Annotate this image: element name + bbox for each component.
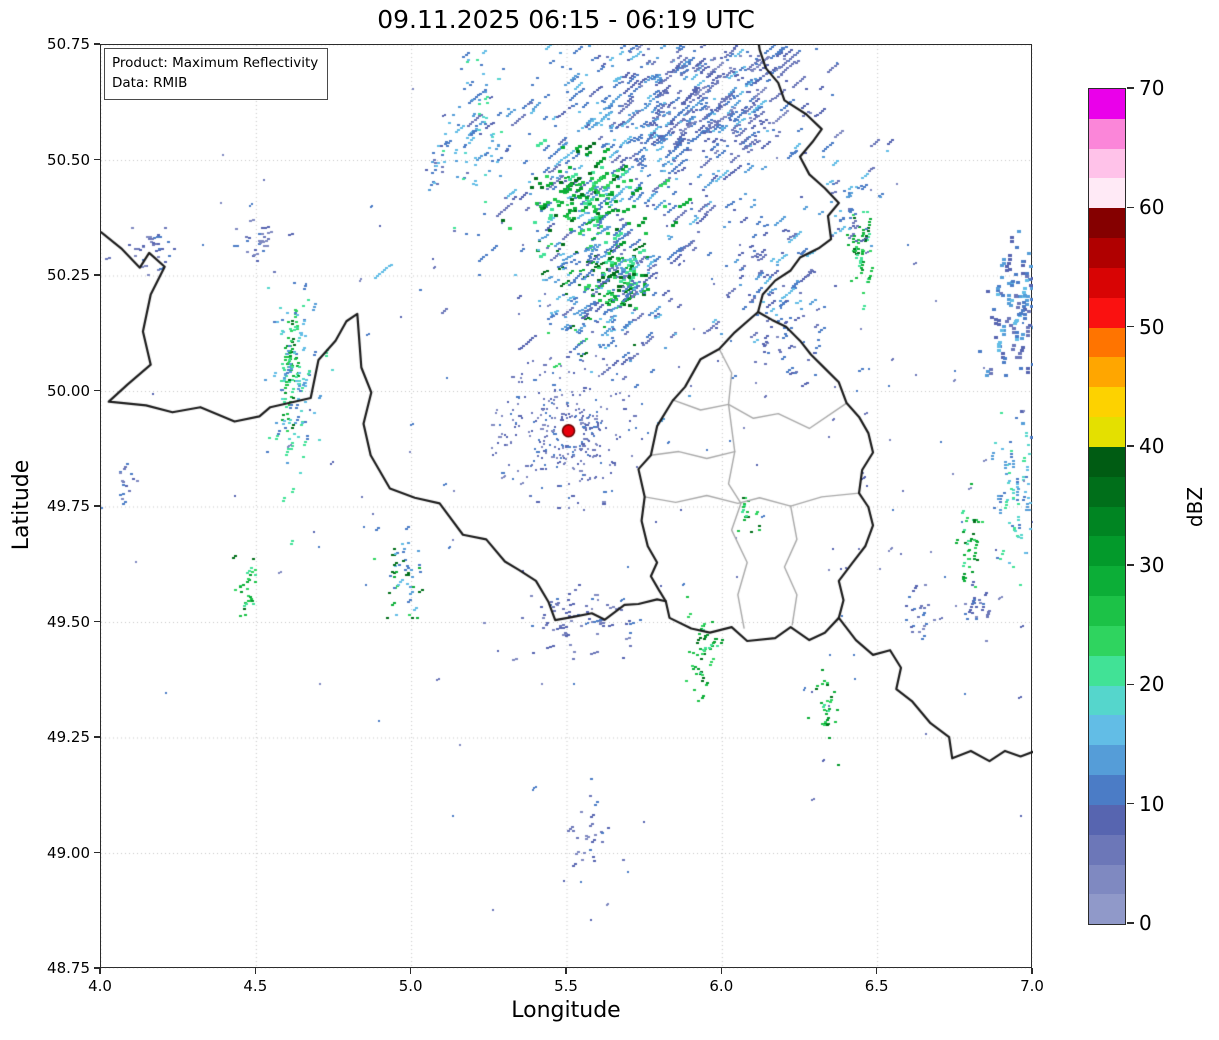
x-tick-label: 7.0 [1020,977,1044,995]
colorbar-segment [1089,596,1125,626]
colorbar-tick-label: 20 [1139,672,1165,697]
x-tick-label: 4.5 [243,977,268,995]
colorbar [1088,88,1126,925]
colorbar-tick-label: 10 [1139,791,1165,816]
colorbar-tick-mark [1127,325,1134,328]
colorbar-tick-mark [1127,206,1134,208]
y-tick-label: 50.00 [47,381,90,400]
colorbar-unit-label: dBZ [1183,486,1207,528]
colorbar-tick-label: 60 [1139,195,1165,220]
y-tick-mark [94,43,100,45]
colorbar-tick-mark [1127,87,1134,89]
y-tick-label: 49.25 [47,728,90,746]
colorbar-segment [1089,655,1125,686]
x-tick-label: 6.5 [864,977,889,995]
figure-title: 09.11.2025 06:15 - 06:19 UTC [377,5,755,34]
x-axis-label: Longitude [511,998,621,1023]
colorbar-segment [1089,685,1125,716]
x-tick-mark [720,968,723,974]
y-tick-mark [94,158,100,161]
y-tick-mark [94,505,100,507]
colorbar-tick-label: 30 [1139,553,1165,578]
product-info-box: Product: Maximum Reflectivity Data: RMIB [104,48,329,100]
colorbar-tick-label: 70 [1139,76,1165,100]
colorbar-segment [1089,267,1125,298]
colorbar-segment [1089,297,1125,328]
y-tick-label: 50.75 [47,35,90,53]
colorbar-segment [1089,387,1125,418]
y-tick-label: 49.50 [47,612,90,631]
y-tick-mark [94,389,100,392]
x-tick-mark [875,968,878,974]
y-tick-mark [94,851,100,854]
y-tick-mark [94,620,100,623]
y-tick-label: 50.50 [47,150,90,169]
colorbar-segment [1089,894,1125,925]
colorbar-gradient [1089,89,1125,925]
colorbar-segment [1089,238,1125,268]
x-tick-mark [1031,968,1033,974]
colorbar-tick-mark [1127,445,1134,447]
colorbar-segment [1089,506,1125,537]
colorbar-segment [1089,775,1125,805]
x-tick-label: 5.5 [554,977,578,995]
x-tick-label: 5.0 [398,977,423,995]
y-tick-mark [94,736,100,738]
colorbar-segment [1089,804,1125,835]
colorbar-tick-mark [1127,564,1134,566]
colorbar-segment [1089,417,1125,447]
y-tick-label: 49.00 [47,843,90,862]
y-tick-label: 50.25 [47,266,90,284]
y-tick-mark [94,274,100,276]
colorbar-tick-label: 0 [1139,911,1152,935]
y-tick-label: 49.75 [47,497,90,515]
colorbar-segment [1089,745,1125,776]
colorbar-segment [1089,357,1125,388]
colorbar-tick-mark [1127,922,1134,924]
colorbar-segment [1089,625,1125,656]
colorbar-tick-label: 40 [1139,433,1165,458]
x-tick-label: 4.0 [88,977,112,995]
colorbar-segment [1089,327,1125,358]
colorbar-segment [1089,864,1125,895]
colorbar-segment [1089,476,1125,507]
x-tick-label: 6.0 [709,977,734,995]
map-plot: Product: Maximum Reflectivity Data: RMIB [100,44,1033,969]
data-source-label: Data: RMIB [112,75,188,92]
product-label: Product: Maximum Reflectivity [112,55,319,71]
colorbar-segment [1089,834,1125,865]
colorbar-segment [1089,148,1125,179]
colorbar-segment [1089,208,1125,239]
colorbar-segment [1089,536,1125,567]
x-tick-mark [254,968,257,974]
x-tick-mark [565,968,567,974]
colorbar-segment [1089,715,1125,746]
y-tick-label: 48.75 [47,959,90,977]
y-tick-mark [94,967,100,969]
colorbar-segment [1089,446,1125,477]
colorbar-tick-mark [1127,683,1134,686]
x-tick-mark [99,968,101,974]
radar-map-canvas [101,45,1033,969]
colorbar-tick-mark [1127,803,1134,805]
colorbar-tick-label: 50 [1139,314,1165,339]
colorbar-segment [1089,89,1125,119]
colorbar-segment [1089,118,1125,149]
colorbar-segment [1089,566,1125,597]
colorbar-segment [1089,178,1125,209]
x-tick-mark [409,968,412,974]
